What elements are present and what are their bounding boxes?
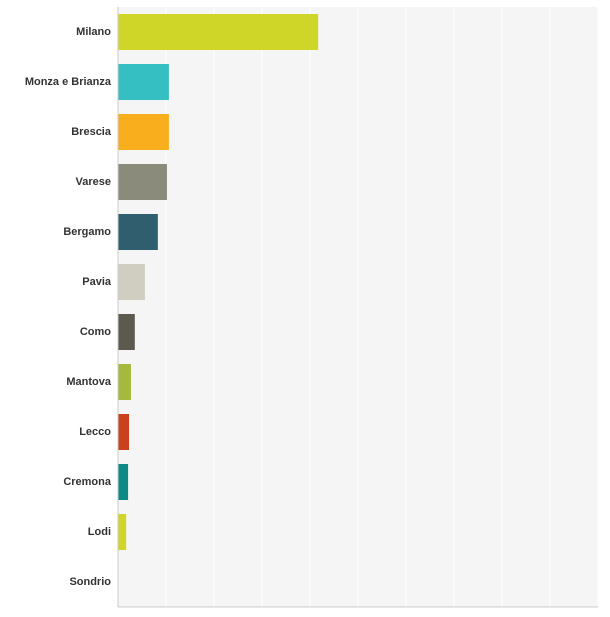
bar [118, 264, 145, 300]
y-tick-label: Milano [76, 26, 111, 38]
bar [118, 14, 319, 50]
bar [118, 214, 158, 250]
y-tick-label: Como [80, 326, 111, 338]
bar [118, 314, 135, 350]
bar [118, 114, 169, 150]
y-tick-label: Cremona [63, 476, 112, 488]
y-tick-label: Lecco [79, 426, 111, 438]
y-tick-label: Mantova [66, 376, 112, 388]
bar [118, 364, 131, 400]
bar [118, 414, 130, 450]
y-tick-label: Brescia [71, 126, 112, 138]
bar [118, 64, 169, 100]
bar [118, 464, 129, 500]
y-tick-label: Lodi [88, 526, 111, 538]
y-tick-label: Varese [76, 176, 111, 188]
y-tick-label: Pavia [82, 276, 112, 288]
y-tick-label: Monza e Brianza [25, 76, 112, 88]
bar [118, 514, 127, 550]
y-tick-label: Sondrio [69, 576, 111, 588]
bar [118, 164, 167, 200]
y-tick-label: Bergamo [63, 226, 111, 238]
